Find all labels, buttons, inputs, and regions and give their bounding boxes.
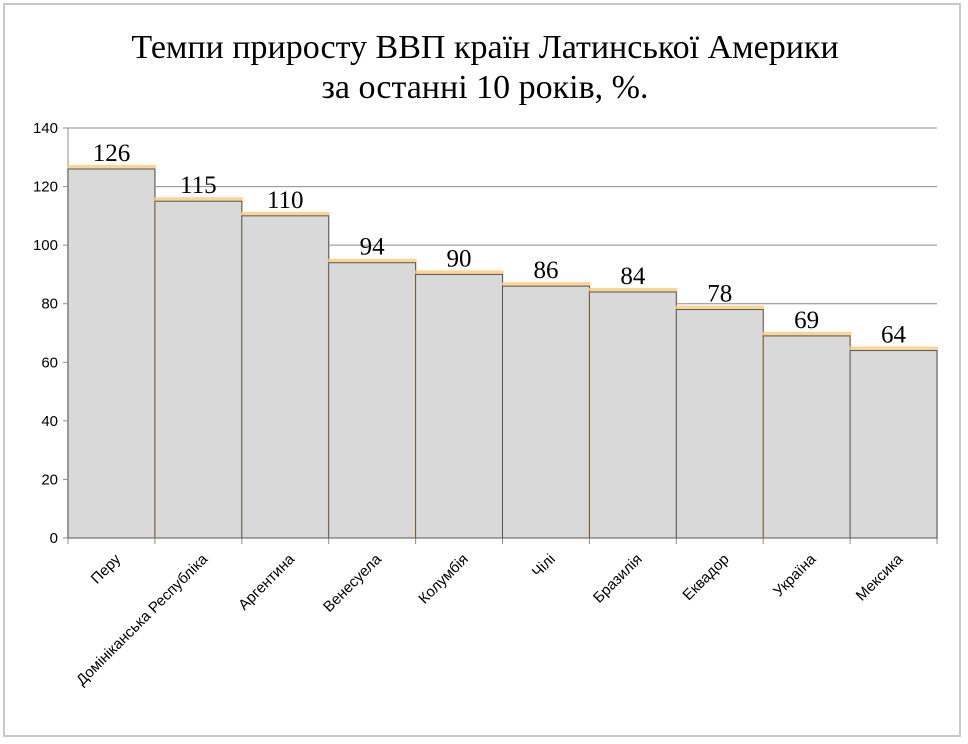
data-label: 115 — [180, 172, 217, 199]
data-label: 64 — [881, 322, 907, 349]
bar — [67, 168, 156, 539]
bar — [415, 273, 504, 539]
bar — [328, 262, 417, 539]
bar — [762, 335, 851, 539]
data-label: 110 — [267, 187, 304, 214]
chart-title-line2: за останні 10 років, %. — [321, 69, 648, 106]
x-tick-label: Венесуела — [320, 550, 385, 615]
x-tick-label: Еквадор — [679, 551, 732, 604]
bar — [588, 291, 677, 539]
data-label: 84 — [620, 263, 646, 290]
x-tick-label: Україна — [770, 550, 820, 600]
data-label: 90 — [447, 245, 472, 272]
chart-frame — [3, 3, 961, 737]
y-tick-label: 140 — [33, 120, 58, 137]
x-tick-label: Перу — [88, 550, 125, 587]
bar — [154, 200, 243, 539]
chart-title-line1: Темпи приросту ВВП країн Латинської Амер… — [131, 29, 838, 66]
x-tick-label: Колумбія — [415, 551, 472, 608]
data-label: 78 — [707, 281, 732, 308]
x-tick-label: Бразилія — [590, 551, 646, 607]
bar — [849, 350, 938, 539]
y-tick-label: 80 — [41, 296, 58, 313]
x-tick-label: Мексика — [853, 550, 907, 604]
x-tick-label: Аргентина — [235, 550, 298, 613]
y-tick-label: 20 — [41, 471, 58, 488]
y-tick-label: 0 — [50, 530, 58, 547]
data-label: 126 — [93, 140, 131, 167]
y-tick-label: 40 — [41, 413, 58, 430]
y-tick-label: 100 — [33, 237, 58, 254]
bar — [241, 215, 330, 539]
y-tick-label: 60 — [41, 354, 58, 371]
bar — [675, 309, 764, 539]
data-label: 69 — [794, 307, 819, 334]
bar — [502, 285, 590, 539]
x-tick-label: Чілі — [529, 551, 559, 581]
data-label: 86 — [533, 257, 558, 284]
data-label: 94 — [360, 234, 386, 261]
y-tick-label: 120 — [33, 179, 58, 196]
